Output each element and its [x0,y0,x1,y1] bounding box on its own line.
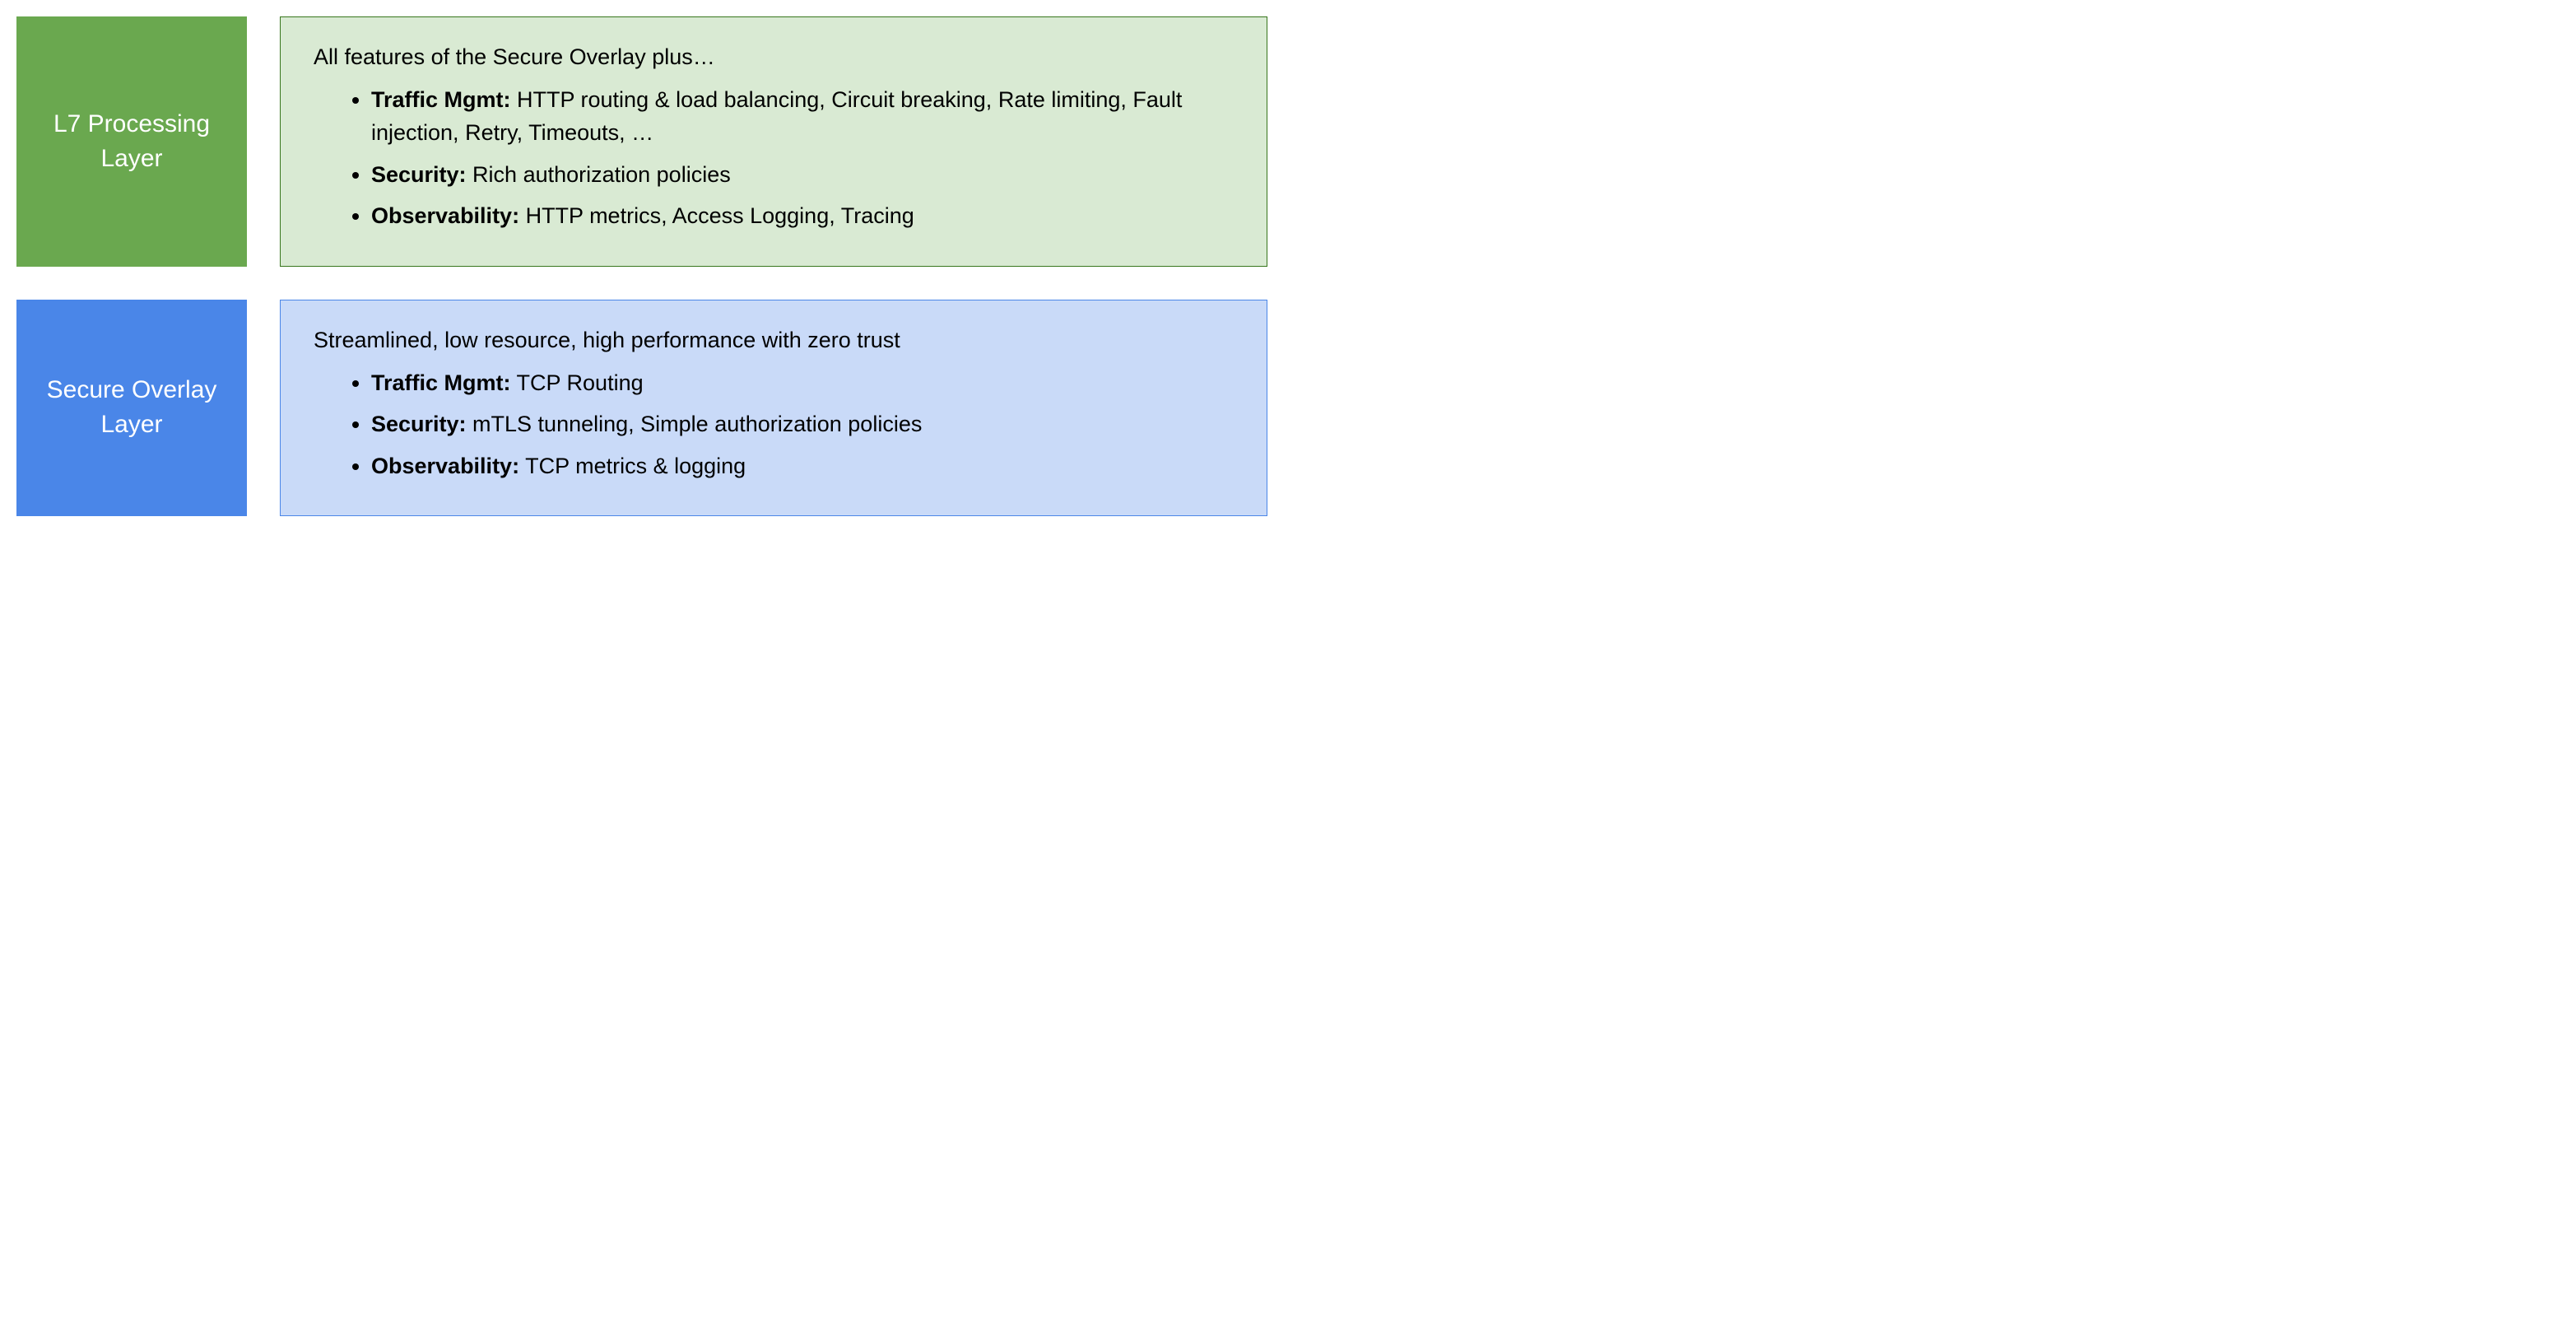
layer-row-secure-overlay: Secure Overlay Layer Streamlined, low re… [16,300,1267,516]
list-item: Traffic Mgmt: TCP Routing [371,366,1234,400]
list-item: Security: mTLS tunneling, Simple authori… [371,407,1234,441]
layers-diagram: L7 Processing Layer All features of the … [16,16,1267,516]
bullet-label: Observability: [371,454,519,478]
bullet-text: HTTP metrics, Access Logging, Tracing [519,203,914,228]
layer-label-l7: L7 Processing Layer [16,16,247,267]
bullet-text: TCP metrics & logging [519,454,746,478]
bullet-label: Security: [371,162,467,187]
list-item: Observability: TCP metrics & logging [371,449,1234,483]
list-item: Traffic Mgmt: HTTP routing & load balanc… [371,83,1234,150]
bullet-label: Observability: [371,203,519,228]
list-item: Observability: HTTP metrics, Access Logg… [371,199,1234,233]
layer-content-l7: All features of the Secure Overlay plus…… [280,16,1267,267]
layer-bullets-secure-overlay: Traffic Mgmt: TCP Routing Security: mTLS… [314,366,1234,483]
bullet-text: mTLS tunneling, Simple authorization pol… [467,412,923,436]
bullet-label: Security: [371,412,467,436]
list-item: Security: Rich authorization policies [371,158,1234,192]
bullet-label: Traffic Mgmt: [371,370,511,395]
layer-intro-secure-overlay: Streamlined, low resource, high performa… [314,325,1234,356]
layer-row-l7: L7 Processing Layer All features of the … [16,16,1267,267]
bullet-text: TCP Routing [511,370,644,395]
bullet-label: Traffic Mgmt: [371,87,511,112]
bullet-text: Rich authorization policies [467,162,731,187]
layer-content-secure-overlay: Streamlined, low resource, high performa… [280,300,1267,516]
layer-label-secure-overlay: Secure Overlay Layer [16,300,247,516]
layer-intro-l7: All features of the Secure Overlay plus… [314,42,1234,73]
layer-bullets-l7: Traffic Mgmt: HTTP routing & load balanc… [314,83,1234,233]
